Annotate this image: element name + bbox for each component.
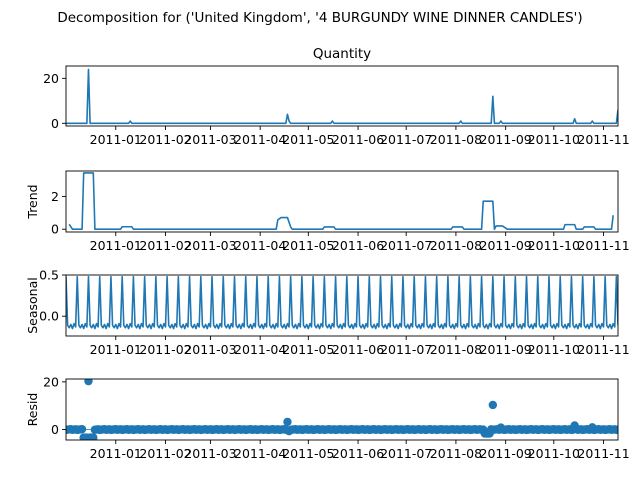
x-tick-label: 2011-07 bbox=[380, 238, 432, 253]
x-tick-label: 2011-02 bbox=[139, 238, 191, 253]
panel-title: Quantity bbox=[313, 46, 371, 62]
x-tick-label: 2011-09 bbox=[480, 342, 532, 357]
y-tick-label: 0 bbox=[51, 222, 59, 237]
x-tick-label: 2011-03 bbox=[184, 446, 236, 461]
x-tick-label: 2011-11 bbox=[577, 342, 629, 357]
x-tick-label: 2011-03 bbox=[184, 132, 236, 147]
x-tick-label: 2011-08 bbox=[430, 238, 482, 253]
x-tick-label: 2011-08 bbox=[430, 446, 482, 461]
resid-point bbox=[89, 433, 98, 440]
resid-point bbox=[488, 400, 498, 410]
plot-area bbox=[66, 275, 618, 330]
y-tick-label: 0.0 bbox=[39, 309, 59, 324]
y-tick-label: 20 bbox=[43, 71, 59, 86]
y-tick-label: 0 bbox=[51, 116, 59, 131]
x-tick-label: 2011-07 bbox=[380, 132, 432, 147]
resid-point bbox=[613, 425, 618, 434]
x-tick-label: 2011-02 bbox=[139, 342, 191, 357]
x-tick-label: 2011-10 bbox=[528, 446, 580, 461]
plot-area bbox=[68, 172, 614, 231]
x-tick-label: 2011-04 bbox=[234, 446, 286, 461]
resid-point bbox=[84, 379, 93, 386]
series-line bbox=[66, 68, 618, 125]
panel-frame bbox=[65, 65, 619, 127]
x-tick-label: 2011-10 bbox=[528, 238, 580, 253]
x-tick-label: 2011-09 bbox=[480, 446, 532, 461]
y-axis-label: Trend bbox=[25, 184, 40, 219]
y-tick-label: 0.5 bbox=[39, 268, 59, 283]
panel-4: 0202011-012011-022011-032011-042011-0520… bbox=[25, 374, 630, 461]
resid-point bbox=[77, 424, 87, 434]
x-tick-label: 2011-04 bbox=[234, 132, 286, 147]
panel-frame bbox=[65, 170, 619, 233]
plot-area bbox=[66, 68, 618, 125]
x-tick-label: 2011-08 bbox=[430, 342, 482, 357]
x-tick-label: 2011-06 bbox=[332, 446, 384, 461]
x-tick-label: 2011-11 bbox=[577, 132, 629, 147]
panel-1: 0202011-012011-022011-032011-042011-0520… bbox=[43, 46, 630, 147]
y-tick-label: 20 bbox=[43, 374, 59, 389]
panel-2: 022011-012011-022011-032011-042011-05201… bbox=[25, 170, 630, 253]
x-tick-label: 2011-01 bbox=[90, 342, 142, 357]
x-tick-label: 2011-07 bbox=[380, 446, 432, 461]
panel-frame bbox=[65, 378, 619, 441]
x-tick-label: 2011-02 bbox=[139, 132, 191, 147]
x-tick-label: 2011-03 bbox=[184, 342, 236, 357]
x-tick-label: 2011-01 bbox=[90, 132, 142, 147]
plot-area bbox=[66, 379, 618, 440]
series-line bbox=[66, 275, 618, 330]
x-tick-label: 2011-07 bbox=[380, 342, 432, 357]
x-tick-label: 2011-05 bbox=[282, 132, 334, 147]
x-tick-label: 2011-09 bbox=[480, 238, 532, 253]
x-tick-label: 2011-09 bbox=[480, 132, 532, 147]
x-tick-label: 2011-05 bbox=[282, 238, 334, 253]
x-tick-label: 2011-06 bbox=[332, 238, 384, 253]
x-tick-label: 2011-06 bbox=[332, 132, 384, 147]
x-tick-label: 2011-10 bbox=[528, 342, 580, 357]
panel-frame bbox=[65, 274, 619, 337]
x-tick-label: 2011-03 bbox=[184, 238, 236, 253]
x-tick-label: 2011-06 bbox=[332, 342, 384, 357]
x-tick-label: 2011-04 bbox=[234, 238, 286, 253]
y-axis-label: Resid bbox=[25, 393, 40, 427]
x-tick-label: 2011-08 bbox=[430, 132, 482, 147]
y-tick-label: 2 bbox=[51, 189, 59, 204]
panel-3: 0.00.52011-012011-022011-032011-042011-0… bbox=[25, 268, 630, 358]
y-tick-label: 0 bbox=[51, 422, 59, 437]
x-tick-label: 2011-05 bbox=[282, 446, 334, 461]
panels: 0202011-012011-022011-032011-042011-0520… bbox=[25, 46, 630, 461]
figure-suptitle: Decomposition for ('United Kingdom', '4 … bbox=[57, 10, 582, 26]
y-axis-label: Seasonal bbox=[25, 277, 40, 334]
x-tick-label: 2011-11 bbox=[577, 446, 629, 461]
x-tick-label: 2011-01 bbox=[90, 446, 142, 461]
x-tick-label: 2011-05 bbox=[282, 342, 334, 357]
x-tick-label: 2011-11 bbox=[577, 238, 629, 253]
x-tick-label: 2011-10 bbox=[528, 132, 580, 147]
x-tick-label: 2011-01 bbox=[90, 238, 142, 253]
x-tick-label: 2011-02 bbox=[139, 446, 191, 461]
series-line bbox=[68, 172, 614, 231]
x-tick-label: 2011-04 bbox=[234, 342, 286, 357]
resid-point bbox=[283, 417, 292, 427]
